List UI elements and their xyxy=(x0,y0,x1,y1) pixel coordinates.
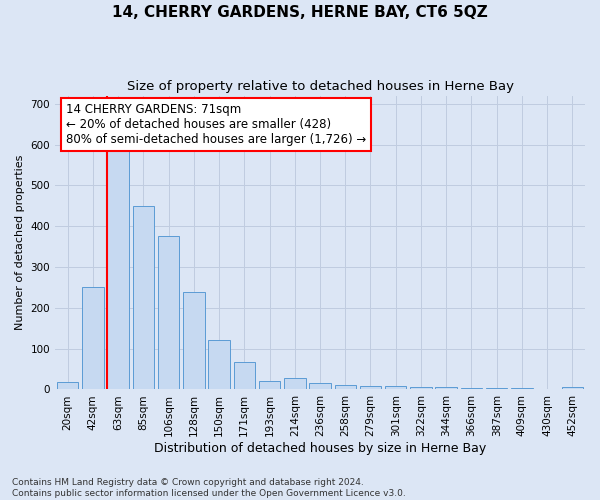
Bar xyxy=(385,386,406,390)
Bar xyxy=(233,362,255,390)
Bar xyxy=(436,388,457,390)
Bar xyxy=(57,382,79,390)
Text: Contains HM Land Registry data © Crown copyright and database right 2024.
Contai: Contains HM Land Registry data © Crown c… xyxy=(12,478,406,498)
Y-axis label: Number of detached properties: Number of detached properties xyxy=(15,155,25,330)
Bar xyxy=(82,288,104,390)
Bar xyxy=(410,387,431,390)
Bar xyxy=(259,382,280,390)
Bar xyxy=(208,340,230,390)
Bar xyxy=(360,386,381,390)
Title: Size of property relative to detached houses in Herne Bay: Size of property relative to detached ho… xyxy=(127,80,514,93)
Text: 14, CHERRY GARDENS, HERNE BAY, CT6 5QZ: 14, CHERRY GARDENS, HERNE BAY, CT6 5QZ xyxy=(112,5,488,20)
Bar xyxy=(183,292,205,390)
Bar xyxy=(335,386,356,390)
Bar xyxy=(461,388,482,390)
Bar xyxy=(284,378,305,390)
Bar xyxy=(107,150,129,390)
Text: 14 CHERRY GARDENS: 71sqm
← 20% of detached houses are smaller (428)
80% of semi-: 14 CHERRY GARDENS: 71sqm ← 20% of detach… xyxy=(65,103,366,146)
Bar xyxy=(536,388,558,390)
Bar xyxy=(158,236,179,390)
Bar xyxy=(309,384,331,390)
Bar xyxy=(562,388,583,390)
Bar xyxy=(486,388,508,390)
X-axis label: Distribution of detached houses by size in Herne Bay: Distribution of detached houses by size … xyxy=(154,442,486,455)
Bar xyxy=(511,388,533,390)
Bar xyxy=(133,206,154,390)
